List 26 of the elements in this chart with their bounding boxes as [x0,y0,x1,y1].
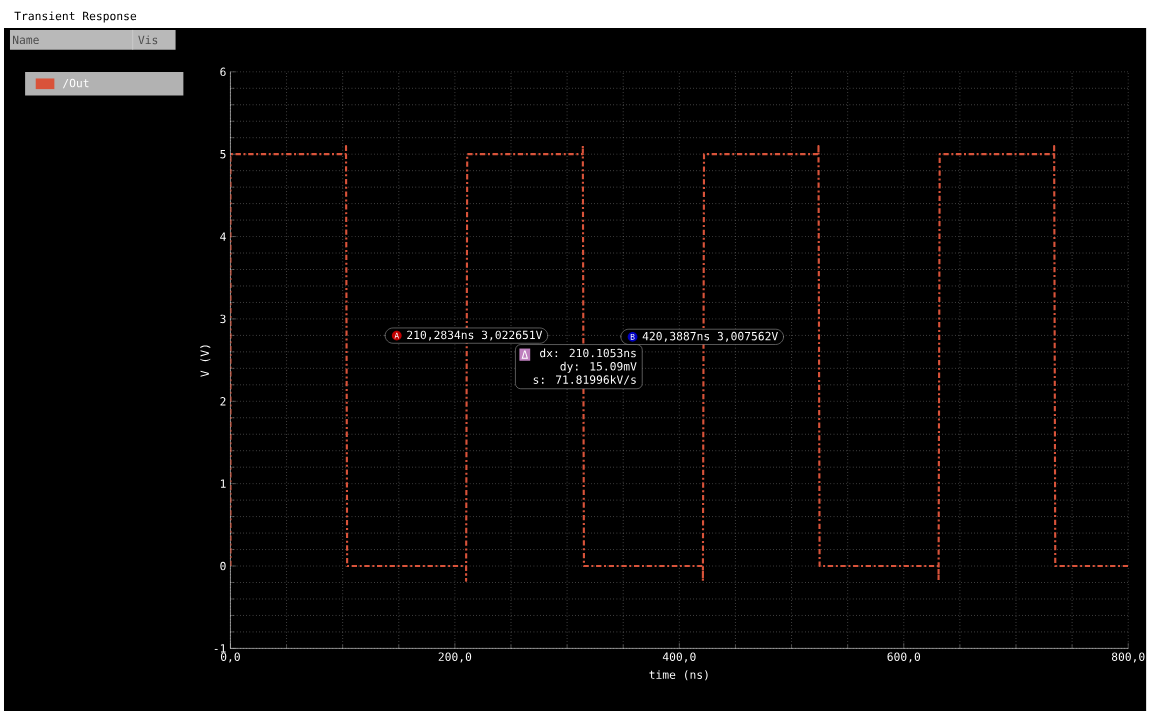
y-tick-label: 3 [220,314,226,324]
legend-label: /Out [62,78,89,89]
x-tick-label: 200,0 [438,652,472,663]
text: Transient Response [14,11,137,23]
line-series [230,144,1129,582]
y-tick-label: 6 [220,67,226,76]
x-tick-label: 600,0 [887,652,921,663]
annotation: 420,3887ns 3,007562V [642,331,778,342]
annotation: Δ [521,350,529,359]
y-tick-label: -1 [214,644,226,653]
y-tick-label: 0 [220,561,226,571]
x-tick-label: 400,0 [662,652,696,663]
y-tick-label: 4 [220,232,226,241]
annotation: s: 71.81996kV/s [533,375,636,385]
y-tick-label: 2 [220,396,226,406]
y-tick-label: 1 [220,479,226,488]
annotation: 210,2834ns 3,022651V [407,330,543,341]
text: Name [13,35,39,44]
x-axis-title: time (ns) [649,670,708,681]
x-tick-label: 800,0 [1111,652,1145,663]
x-tick-label: 0,0 [220,652,240,663]
annotation: dx: 210.1053ns [540,348,636,358]
annotation: dy: 15.09mV [560,361,637,373]
y-axis-title: V (V) [200,345,211,377]
y-tick-label: 5 [220,149,226,159]
text: Vis [138,35,158,45]
